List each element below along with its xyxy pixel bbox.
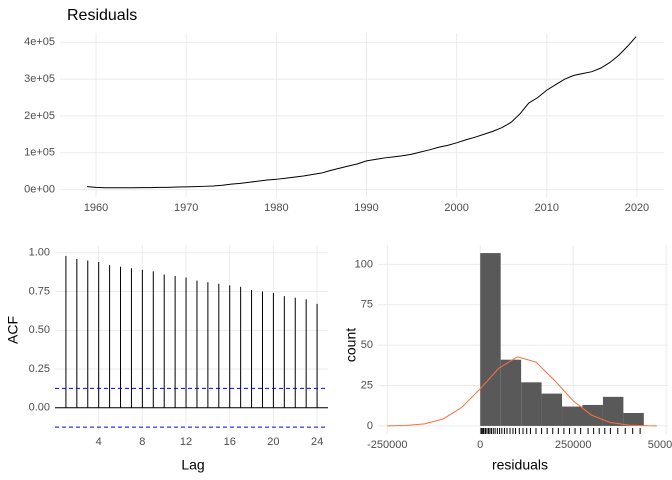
histogram-bar bbox=[480, 253, 501, 426]
x-tick-label: 8 bbox=[139, 436, 145, 448]
histogram-bar bbox=[500, 359, 522, 426]
y-tick-label: 0 bbox=[367, 420, 373, 432]
y-tick-label: 0e+00 bbox=[24, 184, 55, 196]
x-tick-label: 2000 bbox=[444, 202, 468, 214]
y-axis-label: count bbox=[343, 328, 359, 362]
x-tick-label: 1970 bbox=[174, 202, 198, 214]
x-tick-label: 0 bbox=[477, 439, 483, 451]
x-tick-label: 16 bbox=[224, 436, 236, 448]
y-tick-label: 1.00 bbox=[29, 247, 50, 259]
x-tick-label: 4 bbox=[96, 436, 102, 448]
density-curve bbox=[387, 356, 657, 427]
x-tick-label: 1980 bbox=[264, 202, 288, 214]
y-tick-label: 50 bbox=[361, 339, 373, 351]
y-tick-label: 0.25 bbox=[29, 363, 50, 375]
histogram-bar bbox=[541, 393, 563, 426]
histogram-bar bbox=[562, 406, 583, 426]
y-tick-label: 75 bbox=[361, 299, 373, 311]
x-tick-label: 250000 bbox=[555, 439, 592, 451]
y-tick-label: 0.00 bbox=[29, 402, 50, 414]
y-tick-label: 25 bbox=[361, 379, 373, 391]
y-tick-label: 100 bbox=[355, 258, 373, 270]
x-tick-label: 12 bbox=[180, 436, 192, 448]
residual-line bbox=[87, 36, 637, 189]
x-axis-label: residuals bbox=[492, 457, 548, 473]
x-tick-label: -250000 bbox=[367, 439, 407, 451]
y-tick-label: 1e+05 bbox=[24, 147, 55, 159]
y-tick-label: 2e+05 bbox=[24, 110, 55, 122]
y-axis-label: ACF bbox=[5, 316, 21, 344]
y-tick-label: 3e+05 bbox=[24, 73, 55, 85]
x-tick-label: 1990 bbox=[354, 202, 378, 214]
x-tick-label: 2020 bbox=[625, 202, 649, 214]
x-tick-label: 20 bbox=[267, 436, 279, 448]
x-tick-label: 1960 bbox=[84, 202, 108, 214]
y-tick-label: 0.50 bbox=[29, 324, 50, 336]
chart-title: Residuals bbox=[67, 7, 137, 24]
x-tick-label: 24 bbox=[311, 436, 323, 448]
histogram-bar bbox=[602, 396, 624, 426]
x-axis-label: Lag bbox=[181, 457, 204, 473]
x-tick-label: 2010 bbox=[535, 202, 559, 214]
histogram-bar bbox=[623, 413, 644, 426]
histogram-bar bbox=[521, 382, 542, 426]
y-tick-label: 4e+05 bbox=[24, 36, 55, 48]
y-tick-label: 0.75 bbox=[29, 285, 50, 297]
